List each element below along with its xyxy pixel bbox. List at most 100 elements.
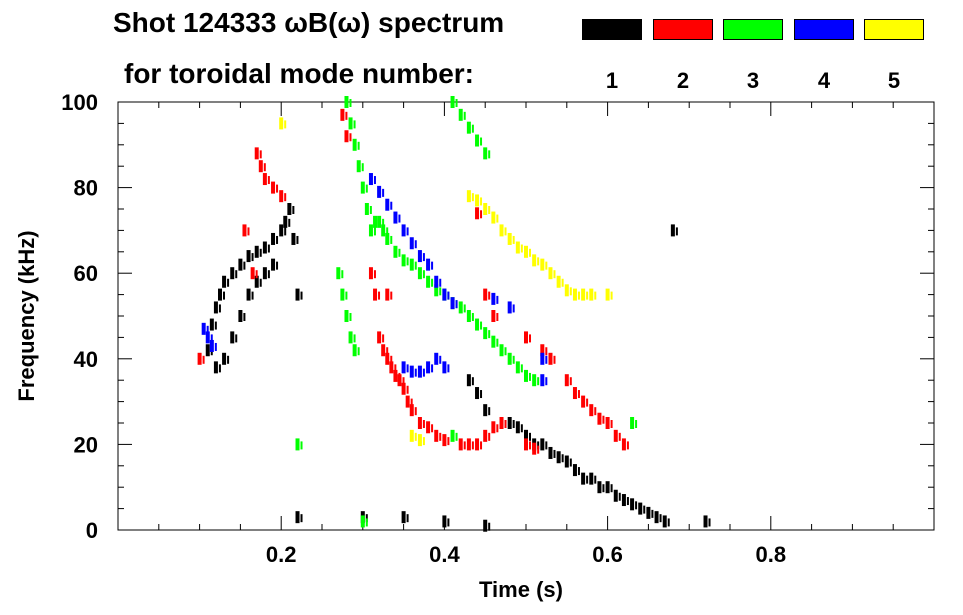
data-point <box>564 374 569 387</box>
data-point <box>483 404 488 417</box>
data-point-streak <box>586 398 589 407</box>
data-point-streak <box>422 437 425 446</box>
data-point <box>670 224 675 237</box>
data-point <box>397 374 402 387</box>
data-point-streak <box>210 334 213 343</box>
data-point-streak <box>496 338 499 347</box>
data-point <box>515 361 520 374</box>
data-point <box>348 331 353 344</box>
data-point-streak <box>406 257 409 266</box>
data-point-streak <box>626 497 629 506</box>
data-point <box>348 117 353 130</box>
data-point-streak <box>365 518 368 527</box>
data-point <box>373 288 378 301</box>
data-point <box>491 335 496 348</box>
data-point-streak <box>218 304 221 313</box>
data-point <box>385 198 390 211</box>
data-point-streak <box>439 278 442 287</box>
data-point <box>466 190 471 203</box>
data-point-streak <box>496 424 499 433</box>
plot-labels: 0.2 0.4 0.6 0.8 0 20 40 60 80 100 Time (s) Frequenc… <box>14 90 786 602</box>
data-point-streak <box>251 291 254 300</box>
data-point-streak <box>382 334 385 343</box>
data-point-streak <box>300 291 303 300</box>
data-point-streak <box>410 398 413 407</box>
data-point <box>475 318 480 331</box>
data-point-streak <box>545 441 548 450</box>
data-point-streak <box>561 278 564 287</box>
data-point <box>271 258 276 271</box>
data-point-streak <box>243 261 246 270</box>
x-tick-label: 0.2 <box>266 542 297 567</box>
data-point-streak <box>529 334 531 343</box>
data-point <box>344 96 349 108</box>
data-point-streak <box>496 214 499 223</box>
data-point-streak <box>406 514 409 523</box>
data-point <box>475 134 480 147</box>
data-point-streak <box>529 372 531 381</box>
data-point <box>377 331 382 344</box>
data-point <box>507 352 512 365</box>
data-point-streak <box>341 270 344 279</box>
data-point-streak <box>422 253 425 262</box>
data-point <box>246 288 251 301</box>
data-point-streak <box>488 150 491 159</box>
data-point <box>703 515 708 528</box>
data-point-streak <box>471 313 474 321</box>
data-point-streak <box>267 270 270 279</box>
data-point <box>524 331 528 344</box>
data-point-streak <box>386 347 389 356</box>
data-point-streak <box>577 467 580 476</box>
data-point-streak <box>471 377 474 386</box>
data-point-streak <box>390 235 393 244</box>
data-point <box>646 506 651 519</box>
data-point-streak <box>488 407 491 416</box>
data-point <box>356 160 361 173</box>
data-point-streak <box>618 492 621 501</box>
data-point <box>466 310 471 322</box>
data-point-streak <box>365 514 368 523</box>
data-point <box>254 147 259 160</box>
data-point-streak <box>276 184 279 193</box>
data-point-streak <box>626 441 629 450</box>
data-point-streak <box>480 390 483 399</box>
data-point-streak <box>610 291 613 300</box>
data-point-streak <box>635 420 638 428</box>
data-point-streak <box>267 244 270 253</box>
plot-marks <box>197 96 711 532</box>
data-point-streak <box>545 261 548 270</box>
data-point <box>417 267 422 280</box>
data-point <box>254 275 259 288</box>
data-point-streak <box>463 441 466 450</box>
data-point-streak <box>545 377 548 386</box>
data-point-streak <box>537 445 540 454</box>
data-point <box>393 369 398 382</box>
data-point <box>548 352 553 365</box>
data-point <box>458 301 463 314</box>
data-point <box>368 224 373 237</box>
data-point-streak <box>439 432 442 441</box>
data-point-streak <box>520 364 523 373</box>
data-point <box>540 344 545 357</box>
data-point <box>662 515 667 528</box>
data-point <box>258 160 263 173</box>
data-point <box>401 224 406 237</box>
data-point-streak <box>553 449 556 458</box>
data-point <box>532 442 537 455</box>
data-point-streak <box>214 321 217 330</box>
data-point <box>368 173 373 186</box>
data-point-streak <box>386 227 389 236</box>
data-point <box>385 288 390 301</box>
data-point-streak <box>284 227 287 236</box>
data-point <box>197 352 202 365</box>
data-point <box>417 365 422 378</box>
data-point <box>597 412 602 425</box>
data-point <box>507 232 512 245</box>
data-point-streak <box>480 197 483 206</box>
data-point-streak <box>259 150 262 159</box>
data-point-streak <box>602 484 605 493</box>
data-point <box>242 224 247 237</box>
data-point-streak <box>390 201 393 210</box>
data-point <box>630 417 635 429</box>
data-point-streak <box>223 291 225 300</box>
